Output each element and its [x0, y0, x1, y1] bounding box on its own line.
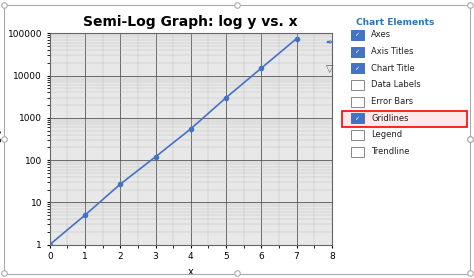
Text: ✓: ✓ — [355, 66, 360, 71]
Text: Chart Elements: Chart Elements — [356, 18, 434, 27]
Text: ✓: ✓ — [355, 116, 360, 121]
Bar — [351, 30, 364, 40]
Title: Semi-Log Graph: log y vs. x: Semi-Log Graph: log y vs. x — [83, 15, 298, 29]
Bar — [351, 113, 364, 123]
Text: Error Bars: Error Bars — [371, 97, 413, 106]
Text: Trendline: Trendline — [371, 147, 410, 156]
Bar — [351, 97, 364, 107]
Bar — [351, 147, 364, 157]
FancyBboxPatch shape — [342, 111, 467, 126]
Text: Axes: Axes — [371, 30, 392, 39]
Text: ✓: ✓ — [355, 33, 360, 38]
Text: +: + — [325, 14, 334, 24]
Bar — [351, 130, 364, 140]
Text: ✒: ✒ — [325, 39, 334, 49]
X-axis label: x: x — [188, 267, 194, 277]
Text: Data Labels: Data Labels — [371, 80, 421, 89]
Text: ✓: ✓ — [355, 49, 360, 54]
Bar — [351, 47, 364, 57]
Bar — [351, 80, 364, 90]
Text: Axis Titles: Axis Titles — [371, 47, 414, 56]
Text: Legend: Legend — [371, 130, 402, 139]
Y-axis label: log y: log y — [0, 127, 2, 151]
Bar — [351, 63, 364, 73]
Text: Gridlines: Gridlines — [371, 113, 409, 123]
Text: ▽: ▽ — [326, 64, 333, 74]
Text: Chart Title: Chart Title — [371, 64, 415, 73]
